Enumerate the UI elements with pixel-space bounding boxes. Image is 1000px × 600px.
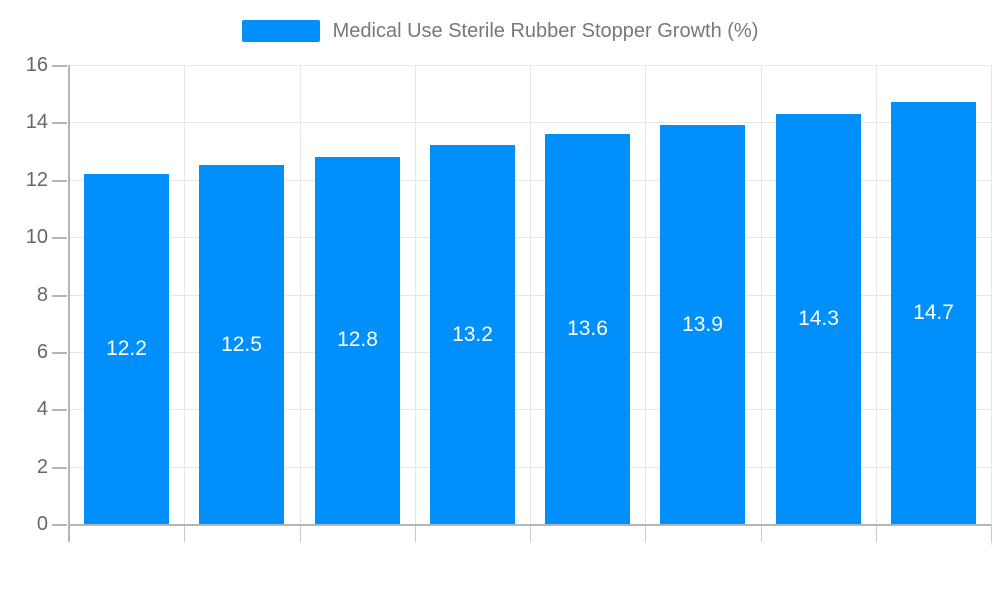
legend[interactable]: Medical Use Sterile Rubber Stopper Growt… <box>0 19 1000 43</box>
gridline-vertical <box>761 65 762 524</box>
x-axis-tick <box>645 524 646 542</box>
x-axis-tick <box>530 524 531 542</box>
bar[interactable] <box>776 114 861 524</box>
legend-label: Medical Use Sterile Rubber Stopper Growt… <box>332 20 759 42</box>
bar-value-label: 13.2 <box>452 323 493 346</box>
y-axis-tick <box>52 524 67 526</box>
x-axis-tick <box>991 524 992 542</box>
bar[interactable] <box>545 134 630 524</box>
y-axis-tick-label: 12 <box>25 169 48 191</box>
bar-value-label: 14.3 <box>798 307 839 330</box>
bar-value-label: 12.8 <box>337 328 378 351</box>
y-axis-tick-label: 14 <box>25 111 48 133</box>
bar-value-label: 12.2 <box>106 337 147 360</box>
gridline-vertical <box>300 65 301 524</box>
y-axis-tick-label: 0 <box>36 513 48 535</box>
bar-value-label: 13.6 <box>567 317 608 340</box>
y-axis-tick-label: 2 <box>36 456 48 478</box>
gridline-vertical <box>184 65 185 524</box>
y-axis-tick <box>52 467 67 469</box>
plot-right-border <box>991 65 992 545</box>
y-axis-tick <box>52 237 67 239</box>
y-axis-tick <box>52 122 67 124</box>
gridline-vertical <box>645 65 646 524</box>
y-axis-tick-label: 8 <box>36 284 48 306</box>
y-axis-tick <box>52 352 67 354</box>
gridline-vertical <box>530 65 531 524</box>
gridline-vertical <box>415 65 416 524</box>
y-axis-tick-label: 10 <box>25 226 48 248</box>
x-axis-line <box>69 524 991 526</box>
bar-value-label: 13.9 <box>682 313 723 336</box>
y-axis-tick-label: 6 <box>36 341 48 363</box>
bar-value-label: 12.5 <box>221 333 262 356</box>
y-axis-tick <box>52 295 67 297</box>
y-axis-line <box>68 65 70 542</box>
x-axis-tick <box>184 524 185 542</box>
bar[interactable] <box>660 125 745 524</box>
bar[interactable] <box>891 102 976 524</box>
y-axis-tick <box>52 65 67 67</box>
y-axis-tick-label: 16 <box>25 54 48 76</box>
bar[interactable] <box>84 174 169 524</box>
legend-marker <box>241 20 320 42</box>
x-axis-tick <box>300 524 301 542</box>
bar-value-label: 14.7 <box>913 301 954 324</box>
bar[interactable] <box>199 165 284 524</box>
x-axis-tick <box>876 524 877 542</box>
bar[interactable] <box>430 145 515 524</box>
y-axis-tick <box>52 180 67 182</box>
y-axis-tick <box>52 409 67 411</box>
y-axis-tick-label: 4 <box>36 398 48 420</box>
bar[interactable] <box>315 157 400 524</box>
x-axis-tick <box>415 524 416 542</box>
x-axis-tick <box>761 524 762 542</box>
gridline-vertical <box>876 65 877 524</box>
